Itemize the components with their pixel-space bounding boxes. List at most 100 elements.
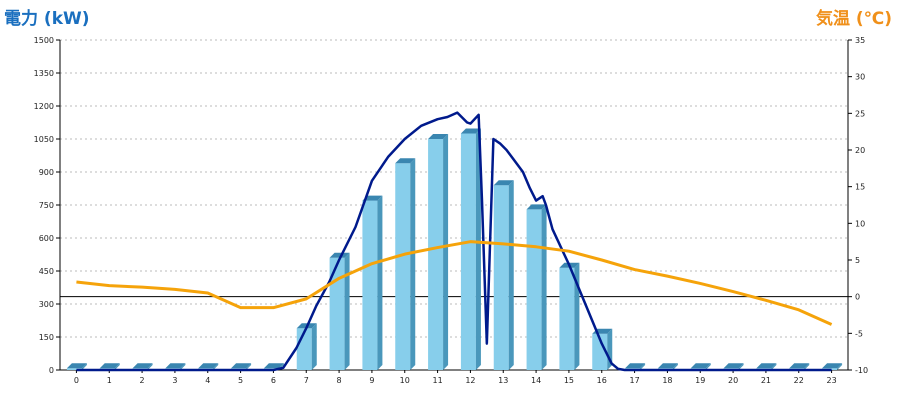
bar-side-5 [246,363,252,370]
x-tick-label-12: 12 [465,376,475,385]
bar-side-12 [475,128,481,370]
x-tick-label-22: 22 [794,376,804,385]
bar-13 [493,180,514,370]
x-tick-label-13: 13 [498,376,508,385]
bar-side-10 [410,158,416,370]
x-tick-label-1: 1 [107,376,112,385]
bar-15 [559,262,580,370]
bar-side-2 [147,363,153,370]
bar-side-14 [541,204,547,370]
bar-top-10 [395,158,416,164]
x-tick-label-3: 3 [172,376,177,385]
right-tick-label-25: 25 [855,109,865,118]
bar-top-20 [723,363,744,369]
x-tick-label-19: 19 [695,376,705,385]
temperature-line [76,240,833,326]
bar-top-5 [231,363,252,369]
right-tick-label--10: -10 [855,366,868,375]
x-tick-label-4: 4 [205,376,210,385]
x-tick-label-8: 8 [337,376,342,385]
bar-top-11 [428,134,449,139]
bar-top-23 [822,363,843,369]
bar-front-14 [526,209,542,370]
x-tick-label-14: 14 [531,376,541,385]
label-layer: 01503004506007509001050120013501500-10-5… [34,36,868,385]
bar-14 [526,204,547,370]
bar-top-8 [329,252,350,258]
bar-side-8 [344,252,350,370]
x-tick-label-2: 2 [140,376,145,385]
axis-layer [56,39,852,373]
bar-front-12 [460,133,476,370]
left-tick-label-1200: 1200 [34,102,54,111]
bar-top-3 [165,363,186,369]
bar-top-6 [263,363,284,369]
right-tick-label-20: 20 [855,146,865,155]
bar-layer [66,128,843,370]
bar-front-10 [395,163,411,370]
bar-side-20 [738,363,744,370]
bar-12 [460,128,481,370]
bar-top-2 [132,363,153,369]
x-tick-label-7: 7 [304,376,309,385]
x-tick-label-20: 20 [728,376,738,385]
bar-side-1 [114,363,120,370]
bar-side-11 [443,134,449,370]
right-tick-label-30: 30 [855,73,865,82]
left-tick-label-300: 300 [39,300,54,309]
bar-0 [66,363,87,370]
left-tick-label-1050: 1050 [34,135,54,144]
bar-side-9 [377,195,383,370]
bar-front-0 [66,368,82,370]
left-tick-label-450: 450 [39,267,54,276]
x-tick-label-21: 21 [761,376,771,385]
bar-top-21 [756,363,777,369]
bar-side-19 [705,363,711,370]
bar-top-17 [625,363,646,369]
right-tick-label-35: 35 [855,36,865,45]
bar-top-12 [460,128,481,134]
bar-top-13 [493,180,514,186]
right-tick-label-5: 5 [855,256,860,265]
x-tick-label-11: 11 [432,376,442,385]
bar-11 [428,134,449,370]
left-tick-label-900: 900 [39,168,54,177]
left-tick-label-150: 150 [39,333,54,342]
left-tick-label-0: 0 [49,366,54,375]
bar-side-23 [837,363,843,370]
bar-7 [296,323,317,370]
bar-front-13 [493,185,509,370]
right-tick-label-10: 10 [855,219,865,228]
bar-top-18 [657,363,678,369]
left-tick-label-1350: 1350 [34,69,54,78]
right-tick-label-0: 0 [855,293,860,302]
bar-front-11 [428,139,444,370]
bar-8 [329,252,350,370]
bar-16 [592,328,613,370]
x-tick-label-16: 16 [597,376,607,385]
bar-top-19 [690,363,711,369]
bar-front-16 [592,333,608,370]
bar-side-22 [804,363,810,370]
bar-side-21 [771,363,777,370]
bar-side-13 [508,180,514,370]
left-tick-label-750: 750 [39,201,54,210]
bar-top-0 [66,363,87,369]
x-tick-label-23: 23 [826,376,836,385]
bar-side-0 [81,363,87,370]
right-tick-label--5: -5 [855,329,863,338]
bar-side-4 [213,363,219,370]
x-tick-label-15: 15 [564,376,574,385]
x-tick-label-9: 9 [369,376,374,385]
bar-side-17 [640,363,646,370]
bar-front-15 [559,267,575,370]
right-tick-label-15: 15 [855,183,865,192]
grid-layer [60,39,848,338]
bar-9 [362,195,383,370]
bar-side-7 [311,323,317,370]
x-tick-label-6: 6 [271,376,276,385]
bar-10 [395,158,416,370]
x-tick-label-5: 5 [238,376,243,385]
